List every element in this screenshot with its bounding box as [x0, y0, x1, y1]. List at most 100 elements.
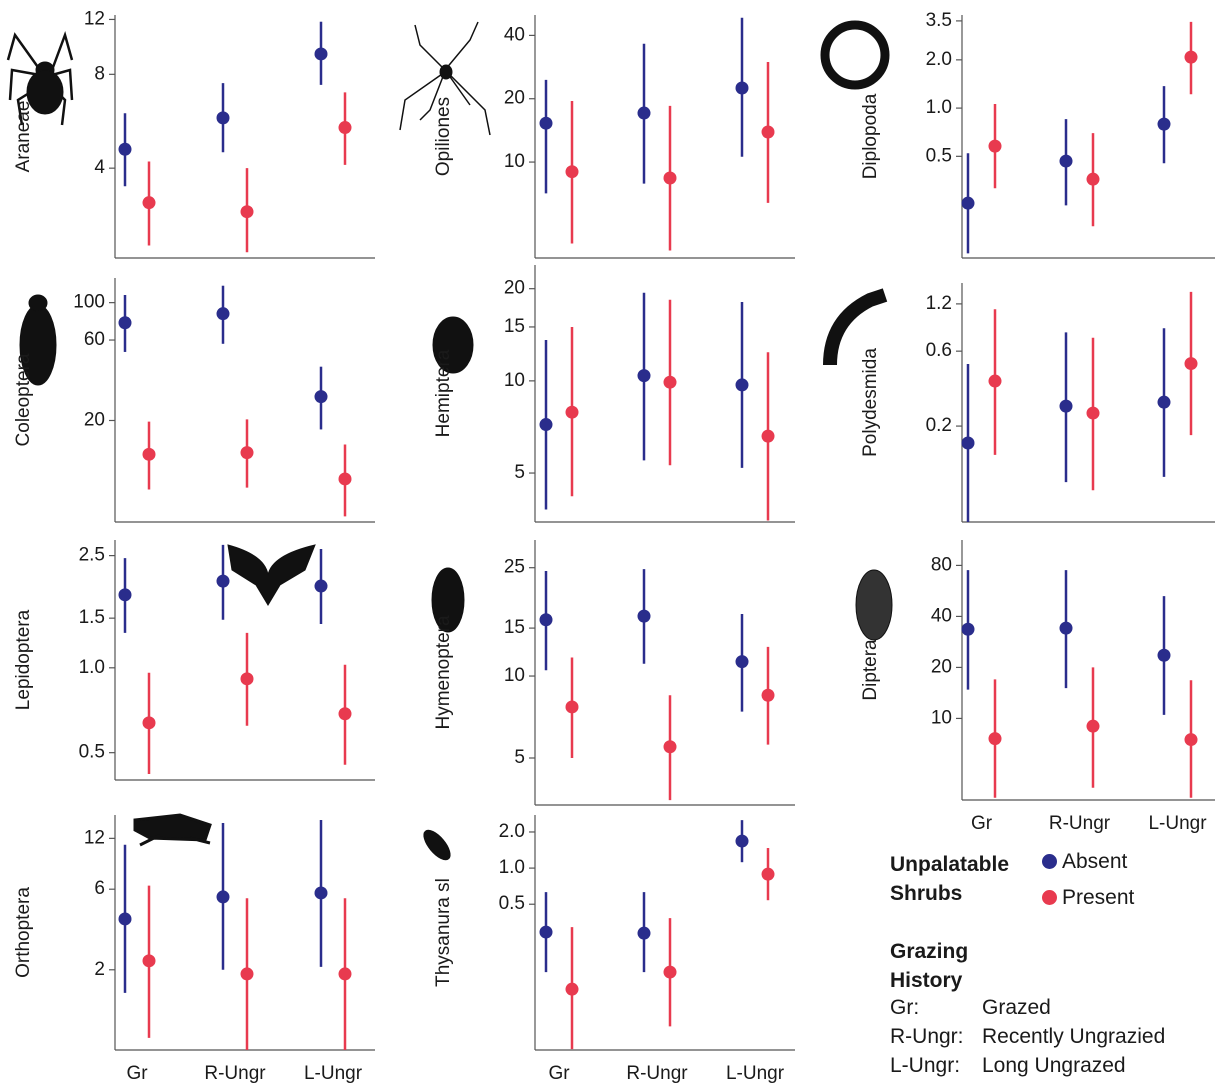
- point: [217, 890, 230, 903]
- y-tick-label: 0.6: [926, 340, 952, 361]
- point: [1158, 649, 1171, 662]
- grazing-title: Grazing History: [890, 937, 1010, 995]
- point: [339, 967, 352, 980]
- point: [339, 707, 352, 720]
- y-tick-label: 25: [504, 557, 525, 578]
- point: [119, 588, 132, 601]
- point: [566, 700, 579, 713]
- point: [217, 111, 230, 124]
- y-axis-label: Orthoptera: [13, 887, 34, 978]
- y-tick-label: 15: [504, 617, 525, 638]
- grazing-code: R-Ungr:: [890, 1025, 964, 1049]
- x-tick-label: Gr: [971, 813, 993, 834]
- point: [736, 655, 749, 668]
- point: [762, 868, 775, 881]
- y-axis-label: Araneae: [13, 101, 34, 173]
- y-axis-label: Coleoptera: [13, 353, 34, 446]
- y-tick-label: 10: [931, 707, 952, 728]
- point: [315, 580, 328, 593]
- legend-label: Present: [1062, 886, 1134, 909]
- point: [638, 610, 651, 623]
- point: [1158, 396, 1171, 409]
- point: [1060, 155, 1073, 168]
- legend-swatch: [1042, 890, 1057, 905]
- y-axis-label: Lepidoptera: [13, 609, 34, 710]
- point: [1185, 51, 1198, 64]
- point: [962, 437, 975, 450]
- y-tick-label: 10: [504, 665, 525, 686]
- y-tick-label: 5: [514, 462, 525, 483]
- point: [241, 672, 254, 685]
- y-tick-label: 20: [84, 410, 105, 431]
- y-axis-label: Diptera: [860, 639, 881, 701]
- legend-swatch: [1042, 854, 1057, 869]
- x-tick-label: R-Ungr: [626, 1063, 688, 1084]
- y-tick-label: 0.2: [926, 415, 952, 436]
- y-axis-label: Thysanura sl: [433, 878, 454, 987]
- x-tick-label: R-Ungr: [204, 1063, 266, 1084]
- point: [638, 107, 651, 120]
- fly-icon: [856, 570, 892, 640]
- x-tick-label: R-Ungr: [1049, 813, 1111, 834]
- point: [217, 307, 230, 320]
- y-tick-label: 100: [73, 292, 105, 313]
- point: [762, 430, 775, 443]
- y-tick-label: 15: [504, 316, 525, 337]
- figure: 4812Araneae102040Opiliones0.51.02.03.5Di…: [0, 0, 1218, 1084]
- y-tick-label: 40: [931, 605, 952, 626]
- point: [566, 165, 579, 178]
- point: [989, 140, 1002, 153]
- point: [1185, 733, 1198, 746]
- y-tick-label: 6: [94, 878, 105, 899]
- point: [339, 472, 352, 485]
- grazing-desc: Long Ungrazed: [982, 1054, 1126, 1078]
- point: [315, 47, 328, 60]
- millipede-icon: [825, 25, 885, 85]
- point: [664, 376, 677, 389]
- point: [315, 390, 328, 403]
- x-tick-label: L-Ungr: [304, 1063, 363, 1084]
- y-tick-label: 20: [504, 278, 525, 299]
- grazing-code: L-Ungr:: [890, 1054, 960, 1078]
- point: [638, 369, 651, 382]
- point: [566, 983, 579, 996]
- legend-label: Absent: [1062, 850, 1127, 873]
- point: [315, 886, 328, 899]
- x-tick-label: L-Ungr: [726, 1063, 785, 1084]
- y-tick-label: 3.5: [926, 10, 952, 31]
- y-tick-label: 80: [931, 554, 952, 575]
- grazing-code: Gr:: [890, 996, 919, 1020]
- y-tick-label: 10: [504, 151, 525, 172]
- point: [989, 732, 1002, 745]
- point: [1185, 357, 1198, 370]
- grazing-desc: Recently Ungrazied: [982, 1025, 1165, 1049]
- point: [736, 81, 749, 94]
- y-tick-label: 5: [514, 747, 525, 768]
- point: [1087, 720, 1100, 733]
- point: [989, 375, 1002, 388]
- point: [119, 316, 132, 329]
- point: [241, 967, 254, 980]
- y-tick-label: 1.5: [79, 607, 105, 628]
- y-tick-label: 12: [84, 8, 105, 29]
- point: [540, 613, 553, 626]
- y-tick-label: 20: [931, 656, 952, 677]
- y-tick-label: 8: [94, 63, 105, 84]
- y-axis-label: Diplopoda: [860, 93, 881, 179]
- y-axis-label: Hymenoptera: [433, 615, 454, 729]
- beetle-icon: [29, 295, 47, 311]
- point: [664, 172, 677, 185]
- point: [762, 125, 775, 138]
- point: [762, 689, 775, 702]
- point: [143, 954, 156, 967]
- point: [736, 378, 749, 391]
- point: [1060, 400, 1073, 413]
- y-tick-label: 2.0: [499, 821, 525, 842]
- point: [638, 927, 651, 940]
- y-tick-label: 1.0: [926, 97, 952, 118]
- legend-item: Absent: [1042, 850, 1127, 874]
- point: [962, 197, 975, 210]
- y-tick-label: 40: [504, 24, 525, 45]
- point: [1087, 173, 1100, 186]
- harvestman-icon: [440, 65, 452, 79]
